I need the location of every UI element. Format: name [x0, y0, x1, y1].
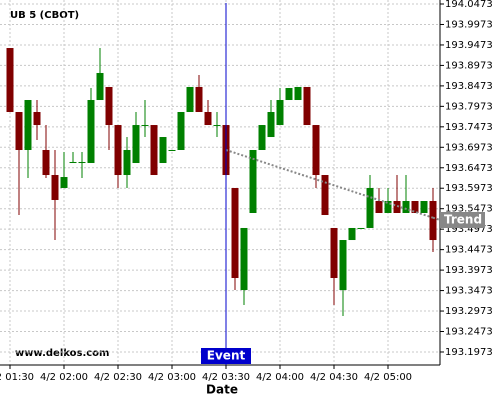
x-tick-label: 4/2 03:00 [148, 372, 196, 383]
trend-line-extension [432, 216, 441, 221]
x-tick-label: 4/2 02:00 [40, 372, 88, 383]
y-tick-label: 193.1973 [445, 347, 493, 358]
candle-body [150, 125, 158, 176]
candle-body [429, 201, 437, 241]
y-tick-label: 193.8473 [445, 81, 493, 92]
x-tick-label: 4/2 01:30 [0, 372, 34, 383]
candle-body [96, 72, 104, 101]
candle-body [15, 112, 23, 150]
candle-body [78, 161, 86, 164]
candle-body [123, 149, 131, 176]
y-tick-label: 193.4973 [445, 224, 493, 235]
y-tick-label: 194.0473 [445, 0, 493, 10]
candle-body [33, 112, 41, 126]
candle-body [420, 201, 428, 213]
x-tick-label: 4/2 03:30 [202, 372, 250, 383]
candle-body [24, 100, 32, 150]
candle-body [60, 177, 68, 188]
candle-body [87, 100, 95, 164]
y-tick-label: 193.7973 [445, 101, 493, 112]
y-tick-label: 193.9473 [445, 40, 493, 51]
trend-line [225, 149, 434, 219]
y-tick-label: 193.2973 [445, 306, 493, 317]
candle-body [258, 125, 266, 150]
candle-body [303, 86, 311, 126]
candle-body [177, 112, 185, 150]
candle-body [393, 201, 401, 213]
y-tick-label: 193.3973 [445, 265, 493, 276]
y-tick-label: 193.6473 [445, 163, 493, 174]
candle-body [330, 227, 338, 279]
trend-label: Trend [444, 212, 482, 226]
candle-body [321, 175, 329, 216]
event-label: Event [207, 349, 246, 363]
candle-body [51, 175, 59, 200]
y-tick-label: 193.8973 [445, 60, 493, 71]
candle-body [69, 161, 77, 164]
candle-body [285, 88, 293, 101]
candle-body [294, 86, 302, 101]
candle-body [348, 227, 356, 241]
candle-body [204, 112, 212, 126]
candle-body [411, 201, 419, 213]
candle-body [375, 201, 383, 213]
candle-body [186, 86, 194, 113]
candle-body [402, 201, 410, 213]
x-axis-label: Date [206, 383, 238, 397]
candle-body [312, 125, 320, 176]
y-tick-label: 193.9973 [445, 19, 493, 30]
trend-label-box [440, 211, 485, 228]
candle-body [105, 86, 113, 126]
y-tick-label: 193.6973 [445, 142, 493, 153]
candle-body [231, 187, 239, 279]
x-tick-label: 4/2 02:30 [94, 372, 142, 383]
candle-body [276, 100, 284, 126]
watermark: www.delkos.com [15, 348, 109, 359]
y-tick-label: 193.5473 [445, 204, 493, 215]
candle-body [132, 125, 140, 164]
candle-body [339, 240, 347, 291]
candle-body [42, 149, 50, 176]
x-tick-label: 4/2 04:00 [256, 372, 304, 383]
candle-body [168, 149, 176, 151]
candle-body [213, 125, 221, 127]
chart-title: UB 5 (CBOT) [10, 10, 79, 21]
candle-body [366, 187, 374, 228]
x-tick-label: 4/2 05:00 [364, 372, 412, 383]
candle-body [357, 227, 365, 229]
y-tick-label: 193.4473 [445, 245, 493, 256]
y-tick-label: 193.5973 [445, 183, 493, 194]
y-tick-label: 193.7473 [445, 122, 493, 133]
candle-body [114, 125, 122, 176]
candle-body [267, 112, 275, 138]
candle-body [240, 227, 248, 291]
candle-body [195, 86, 203, 113]
candle-body [6, 48, 14, 113]
y-tick-label: 193.3473 [445, 286, 493, 297]
candle-body [141, 125, 149, 127]
y-tick-label: 193.2473 [445, 327, 493, 338]
x-tick-label: 4/2 04:30 [310, 372, 358, 383]
candle-body [159, 137, 167, 164]
candle-body [384, 201, 392, 213]
event-label-box [201, 348, 251, 364]
candle-body [249, 149, 257, 213]
